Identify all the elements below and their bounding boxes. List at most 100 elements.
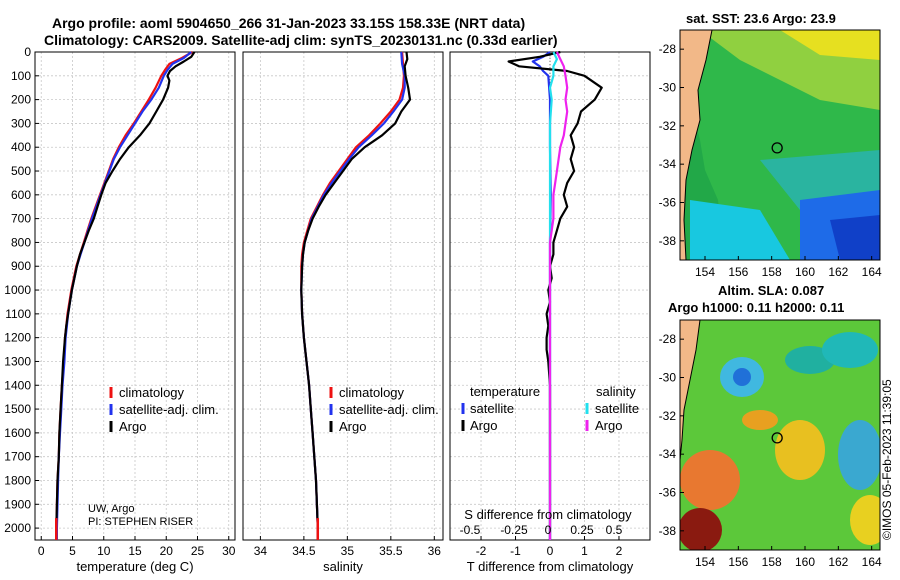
x-tick-label: 34 <box>254 544 268 558</box>
sla-map-title-2: Argo h1000: 0.11 h2000: 0.11 <box>668 300 845 315</box>
legend-label: climatology <box>119 385 185 400</box>
map-y-tick-label: -34 <box>659 157 677 171</box>
salinity-panel: 34 34.5 35 35.5 36 salinity climatology satelli… <box>242 51 444 574</box>
map-x-tick-label: 160 <box>795 555 815 569</box>
sla-map-title-1: Altim. SLA: 0.087 <box>718 283 825 298</box>
x-tick-label: 10 <box>97 544 111 558</box>
sla-warm-sw <box>680 450 740 510</box>
y-tick-label: 400 <box>11 140 31 154</box>
x-tick-label: 30 <box>222 544 236 558</box>
map-x-tick-label: 162 <box>828 265 848 279</box>
sla-warm-center <box>775 420 825 480</box>
legend-label: satellite <box>595 401 639 416</box>
y-tick-label: 200 <box>11 93 31 107</box>
y-tick-label: 600 <box>11 188 31 202</box>
sla-hot-sw <box>680 508 722 550</box>
plot-frame <box>242 51 444 541</box>
map-x-tick-label: 160 <box>795 265 815 279</box>
map-x-tick-label: 164 <box>862 555 882 569</box>
map-x-tick-label: 164 <box>862 265 882 279</box>
sla-eddy-ne <box>822 332 878 368</box>
map-x-tick-label: 156 <box>728 265 748 279</box>
y-tick-label: 500 <box>11 164 31 178</box>
s-tick-label: -0.5 <box>460 523 481 537</box>
sst-map <box>680 30 880 260</box>
sst-se-deep <box>830 215 880 260</box>
x-axis-label: T difference from climatology <box>467 559 634 574</box>
y-tick-label: 1200 <box>4 331 31 345</box>
y-tick-label: 800 <box>11 235 31 249</box>
y-tick-label: 1100 <box>5 307 31 321</box>
y-tick-label: 1400 <box>4 378 31 392</box>
sla-eddy-se <box>838 420 880 490</box>
legend-label: satellite-adj. clim. <box>119 402 219 417</box>
s-tick-label: 0.5 <box>606 523 623 537</box>
series-line-satellite-adj-clim- <box>55 51 192 540</box>
x-tick-label: 20 <box>160 544 174 558</box>
map-x-tick-label: 158 <box>762 265 782 279</box>
y-tick-label: 100 <box>11 69 31 83</box>
sla-map-frame <box>679 319 881 551</box>
legend-title-temperature: temperature <box>470 384 540 399</box>
map-y-tick-label: -32 <box>659 119 677 133</box>
x-tick-label: 5 <box>69 544 76 558</box>
x-tick-label: 1 <box>581 544 588 558</box>
x-tick-label: 2 <box>616 544 623 558</box>
legend-label: Argo <box>470 418 497 433</box>
legend-label: satellite-adj. clim. <box>339 402 439 417</box>
sst-sw-cyan <box>690 200 790 260</box>
map-x-tick-label: 158 <box>762 555 782 569</box>
series-line-climatology <box>300 51 405 540</box>
series-line-climatology <box>55 51 194 540</box>
map-y-tick-label: -38 <box>659 524 677 538</box>
map-x-tick-label: 162 <box>828 555 848 569</box>
x-tick-label: 25 <box>191 544 205 558</box>
x-tick-label: 36 <box>428 544 442 558</box>
map-x-tick-label: 154 <box>695 555 715 569</box>
credit-line-2: PI: STEPHEN RISER <box>88 516 193 528</box>
legend-label: climatology <box>339 385 405 400</box>
x-tick-label: -1 <box>510 544 521 558</box>
figure-title-line2: Climatology: CARS2009. Satellite-adj cli… <box>44 32 558 48</box>
x-tick-label: 35.5 <box>379 544 403 558</box>
map-y-tick-label: -32 <box>659 409 677 423</box>
sla-warm-spot <box>742 410 778 430</box>
map-y-tick-label: -36 <box>659 196 677 210</box>
x-tick-label: 35 <box>341 544 355 558</box>
sst-land <box>680 30 713 260</box>
series-line-temperature-argo <box>507 50 603 540</box>
legend-label: Argo <box>119 419 146 434</box>
map-y-tick-label: -34 <box>659 447 677 461</box>
map-y-tick-label: -28 <box>659 42 677 56</box>
s-tick-label: -0.25 <box>500 523 528 537</box>
y-tick-label: 700 <box>11 212 31 226</box>
sla-argo-marker <box>771 432 783 444</box>
map-x-tick-label: 156 <box>728 555 748 569</box>
sst-north-hot <box>780 30 880 60</box>
sla-warm-se <box>850 495 880 545</box>
series-line-salinity-argo <box>548 51 569 540</box>
map-y-tick-label: -30 <box>659 81 677 95</box>
x-tick-label: 34.5 <box>292 544 316 558</box>
sst-map-title: sat. SST: 23.6 Argo: 23.9 <box>686 11 836 26</box>
series-line-argo <box>55 51 196 540</box>
x-tick-label: 0 <box>38 544 45 558</box>
figure-title-line1: Argo profile: aoml 5904650_266 31-Jan-20… <box>52 15 526 31</box>
map-y-tick-label: -38 <box>659 234 677 248</box>
x-tick-label: -2 <box>476 544 487 558</box>
map-y-tick-label: -30 <box>659 371 677 385</box>
y-tick-label: 1500 <box>4 402 31 416</box>
sla-map <box>680 320 880 550</box>
legend-label: Argo <box>339 419 366 434</box>
credit-line-1: UW, Argo <box>88 503 134 515</box>
y-tick-label: 300 <box>11 116 31 130</box>
legend-label: Argo <box>595 418 622 433</box>
s-tick-label: 0 <box>545 523 552 537</box>
sst-map-frame <box>679 29 881 261</box>
y-tick-label: 1300 <box>4 354 31 368</box>
map-y-tick-label: -28 <box>659 332 677 346</box>
temperature-panel: 0 5 10 15 20 25 30 temperature (deg C) 0 100 200 30… <box>4 45 235 574</box>
legend-title-salinity: salinity <box>596 384 636 399</box>
sla-eddy-core <box>733 368 751 386</box>
